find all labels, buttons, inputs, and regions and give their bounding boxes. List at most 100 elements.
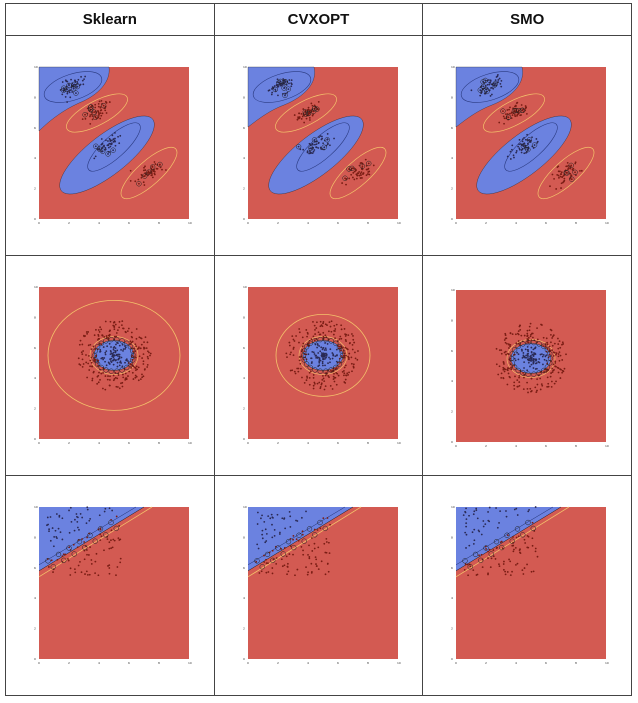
y-tick-label: 10 bbox=[451, 288, 455, 292]
support-vector-marker bbox=[499, 544, 505, 551]
data-point-class-a bbox=[123, 345, 126, 347]
x-tick-label: 10 bbox=[397, 441, 401, 445]
data-point-class-a bbox=[535, 358, 538, 361]
support-vector-marker bbox=[509, 538, 516, 544]
data-point-class-b bbox=[109, 379, 111, 381]
data-point-class-a bbox=[332, 137, 335, 140]
data-point-class-b bbox=[344, 346, 346, 349]
data-point-class-b bbox=[360, 177, 363, 179]
data-point-class-b bbox=[361, 165, 363, 168]
data-point-class-b bbox=[143, 184, 146, 186]
data-point-class-a bbox=[510, 158, 513, 160]
data-point-class-b bbox=[102, 371, 104, 374]
data-point-class-b bbox=[156, 167, 159, 170]
data-point-class-b bbox=[99, 117, 102, 120]
data-point-class-a bbox=[112, 348, 115, 351]
data-point-class-b bbox=[134, 343, 137, 346]
margin-contour bbox=[275, 314, 371, 397]
data-point-class-b bbox=[96, 375, 99, 378]
data-point-class-b bbox=[113, 377, 116, 380]
data-point-class-a bbox=[315, 346, 318, 349]
data-point-class-b bbox=[558, 170, 560, 173]
data-point-class-b bbox=[115, 574, 117, 577]
data-point-class-b bbox=[47, 566, 50, 568]
data-point-class-b bbox=[294, 372, 297, 375]
data-point-class-a bbox=[331, 353, 334, 356]
data-point-class-a bbox=[321, 362, 324, 365]
data-point-class-b bbox=[320, 324, 323, 327]
data-point-class-a bbox=[482, 85, 485, 88]
data-point-class-a bbox=[94, 145, 97, 148]
data-point-class-b bbox=[505, 353, 508, 356]
data-point-class-b bbox=[298, 359, 301, 362]
data-point-class-b bbox=[296, 568, 298, 571]
data-point-class-a bbox=[103, 357, 106, 359]
data-point-class-b bbox=[498, 365, 501, 368]
data-point-class-b bbox=[342, 374, 345, 377]
data-point-class-b bbox=[518, 340, 520, 342]
data-point-class-b bbox=[143, 368, 146, 371]
data-point-class-a bbox=[537, 140, 539, 143]
data-point-class-b bbox=[466, 563, 469, 566]
data-point-class-b bbox=[561, 371, 564, 374]
data-point-class-a bbox=[288, 510, 291, 513]
cell-blobs-smo: 0 0 2 2 4 4 6 6 8 8 10 10 bbox=[422, 35, 632, 256]
support-vector-marker bbox=[545, 347, 551, 353]
data-point-class-a bbox=[118, 357, 121, 360]
data-point-class-b bbox=[555, 352, 558, 355]
data-point-class-b bbox=[516, 385, 519, 388]
support-vector-marker bbox=[264, 551, 270, 558]
data-point-class-b bbox=[560, 187, 563, 189]
data-point-class-a bbox=[68, 531, 71, 534]
data-point-class-a bbox=[110, 352, 113, 355]
data-point-class-b bbox=[518, 374, 521, 377]
data-point-class-b bbox=[570, 164, 573, 167]
data-point-class-b bbox=[527, 391, 530, 394]
data-point-class-a bbox=[527, 354, 530, 357]
data-point-class-b bbox=[99, 112, 102, 115]
data-point-class-a bbox=[473, 539, 476, 542]
data-point-class-a bbox=[287, 88, 289, 91]
data-point-class-b bbox=[73, 568, 76, 571]
data-point-class-a bbox=[545, 359, 548, 362]
data-point-class-b bbox=[526, 534, 529, 537]
data-point-class-b bbox=[516, 101, 519, 104]
data-point-class-b bbox=[89, 365, 91, 368]
y-tick-label: 4 bbox=[451, 379, 453, 383]
data-point-class-a bbox=[316, 343, 319, 345]
data-point-class-b bbox=[93, 334, 96, 337]
data-point-class-a bbox=[534, 353, 537, 356]
data-point-class-a bbox=[112, 351, 115, 354]
data-point-class-b bbox=[308, 119, 311, 121]
support-vector-marker bbox=[306, 526, 312, 532]
data-point-class-a bbox=[108, 142, 111, 145]
data-point-class-b bbox=[81, 353, 84, 355]
y-tick-label: 4 bbox=[34, 376, 36, 380]
data-point-class-b bbox=[523, 388, 526, 391]
data-point-class-a bbox=[108, 507, 111, 510]
data-point-class-b bbox=[297, 112, 300, 115]
data-point-class-b bbox=[364, 158, 367, 161]
data-point-class-b bbox=[81, 358, 84, 361]
data-point-class-b bbox=[563, 177, 566, 180]
x-tick-label: 4 bbox=[515, 661, 517, 665]
data-point-class-b bbox=[353, 351, 356, 354]
data-point-class-b bbox=[105, 335, 108, 337]
data-point-class-a bbox=[76, 520, 79, 523]
support-vector-marker bbox=[146, 169, 152, 175]
support-vector-marker bbox=[295, 143, 301, 150]
data-point-class-a bbox=[316, 352, 319, 354]
data-point-class-a bbox=[70, 78, 72, 81]
region-class-a bbox=[38, 66, 110, 132]
data-point-class-b bbox=[313, 328, 316, 331]
data-point-class-b bbox=[518, 325, 521, 328]
y-tick-label: 6 bbox=[34, 126, 36, 130]
data-point-class-b bbox=[302, 358, 305, 361]
data-point-class-b bbox=[506, 109, 509, 111]
data-point-class-b bbox=[287, 570, 289, 573]
data-point-class-a bbox=[515, 507, 518, 510]
data-point-class-b bbox=[81, 365, 84, 368]
margin-line bbox=[247, 506, 361, 578]
data-point-class-b bbox=[343, 328, 346, 330]
